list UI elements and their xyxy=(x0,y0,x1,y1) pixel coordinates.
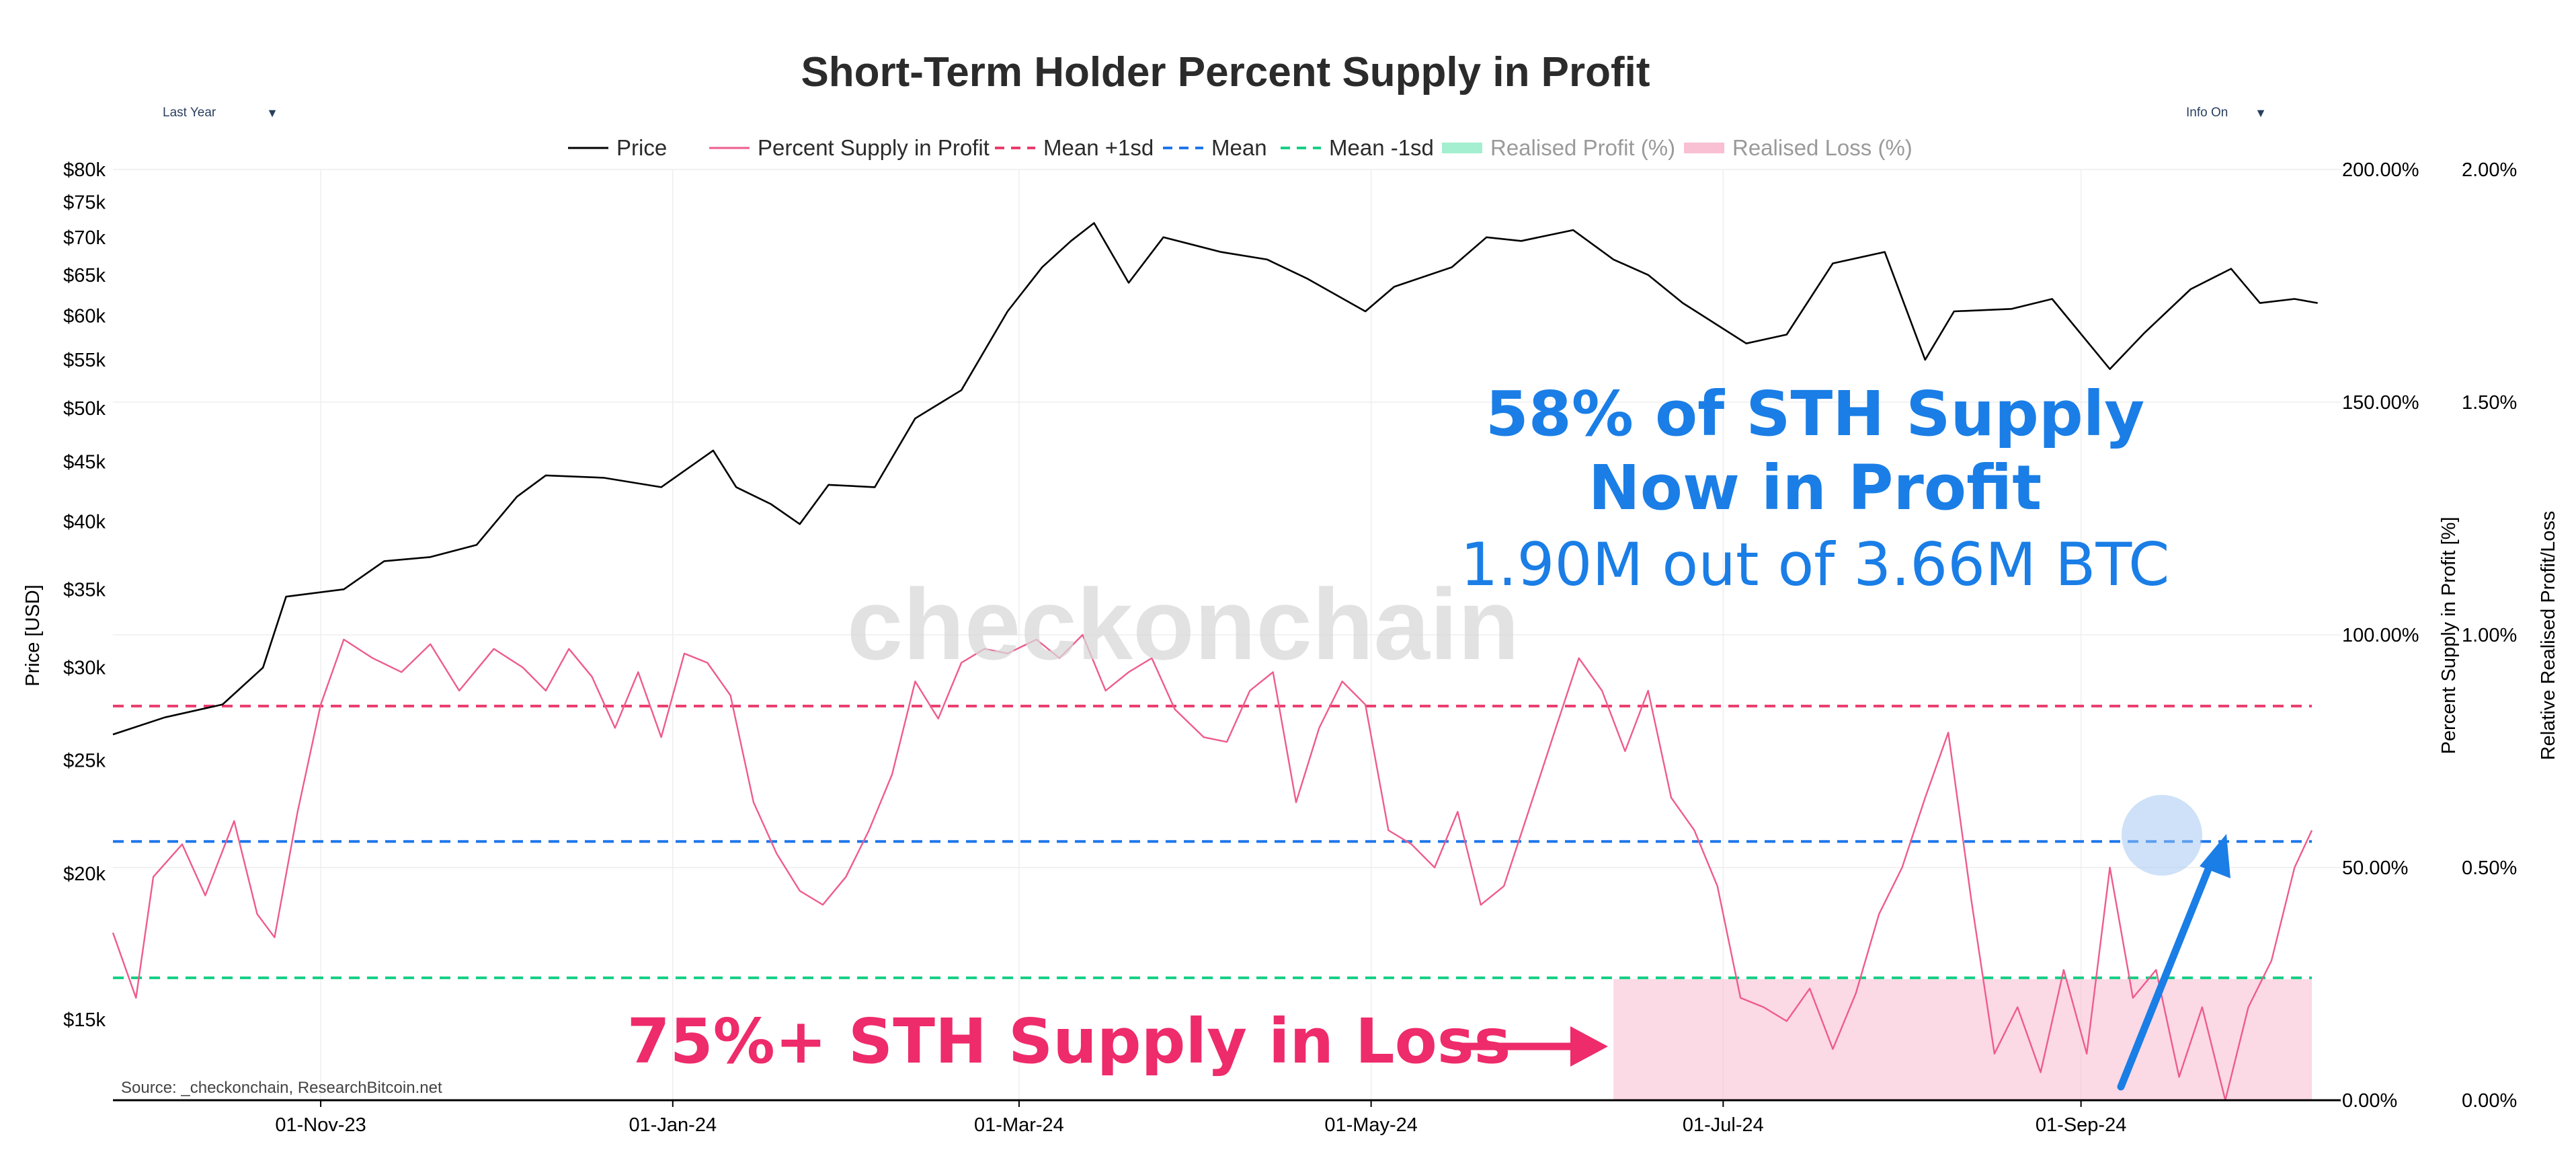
legend-item: Realised Profit (%) xyxy=(1442,135,1675,160)
x-tick-label: 01-Mar-24 xyxy=(974,1114,1064,1136)
chevron-down-icon: ▼ xyxy=(266,106,278,120)
y-left-tick-label: $65k xyxy=(63,265,106,286)
x-tick-label: 01-Jan-24 xyxy=(629,1114,717,1136)
y-right2-tick-label: 0.50% xyxy=(2462,857,2517,879)
range-dropdown-value: Last Year xyxy=(163,106,216,120)
series-line-percent-supply xyxy=(112,634,2313,1102)
y-axis-right-secondary: 0.00% 0.50% 1.00% 1.50% 2.00% Relative Realis… xyxy=(2462,159,2559,1112)
info-dropdown[interactable]: Info On ▼ xyxy=(2173,98,2280,128)
y-right-tick-label: 150.00% xyxy=(2342,392,2419,414)
y-left-tick-label: $70k xyxy=(63,227,106,249)
series-line-price xyxy=(112,222,2318,736)
reference-lines xyxy=(113,704,2312,980)
legend-item: Percent Supply in Profit xyxy=(709,135,990,160)
y-left-tick-label: $55k xyxy=(63,350,106,371)
legend-item: Mean +1sd xyxy=(995,135,1154,160)
legend-item: Mean xyxy=(1163,135,1267,160)
y-left-tick-label: $50k xyxy=(63,398,106,420)
legend-label: Mean +1sd xyxy=(1043,135,1154,160)
y-right-tick-label: 0.00% xyxy=(2342,1090,2397,1112)
y-right2-tick-label: 1.50% xyxy=(2462,392,2517,414)
loss-annotation: 75%+ STH Supply in Loss xyxy=(627,1005,1511,1077)
legend-label: Percent Supply in Profit xyxy=(758,135,990,160)
legend-item: Realised Loss (%) xyxy=(1684,135,1913,160)
x-tick-label: 01-Sep-24 xyxy=(2036,1114,2126,1136)
loss-arrow xyxy=(1451,1026,1608,1067)
y-right-tick-label: 100.00% xyxy=(2342,625,2419,646)
x-axis: 01-Nov-23 01-Jan-24 01-Mar-24 01-May-24 01-J… xyxy=(113,1099,2341,1136)
legend-label: Realised Profit (%) xyxy=(1490,135,1675,160)
y-left-tick-label: $40k xyxy=(63,511,106,533)
profit-annotation-line2: Now in Profit xyxy=(1588,452,2042,524)
info-dropdown-value: Info On xyxy=(2186,106,2228,120)
legend: Price Percent Supply in Profit Mean +1sd Me… xyxy=(568,135,1913,160)
y-right-tick-label: 200.00% xyxy=(2342,159,2419,181)
profit-annotation-line1: 58% of STH Supply xyxy=(1486,378,2145,450)
watermark: checkonchain xyxy=(847,568,1519,681)
y-right2-tick-label: 1.00% xyxy=(2462,625,2517,646)
legend-label: Mean xyxy=(1211,135,1267,160)
profit-annotation-line3: 1.90M out of 3.66M BTC xyxy=(1461,530,2170,599)
chevron-down-icon: ▼ xyxy=(2255,106,2267,120)
y-axis-left: $15k $20k $25k $30k $35k $40k $45k $50k $55k $60k… xyxy=(22,159,106,1031)
x-tick-label: 01-Jul-24 xyxy=(1683,1114,1764,1136)
range-dropdown[interactable]: Last Year ▼ xyxy=(149,98,292,128)
profit-arrow xyxy=(2117,834,2230,1091)
legend-label: Realised Loss (%) xyxy=(1732,135,1913,160)
y-left-tick-label: $75k xyxy=(63,192,106,214)
y-left-tick-label: $25k xyxy=(63,750,106,771)
legend-label: Mean -1sd xyxy=(1329,135,1434,160)
x-tick-label: 01-Nov-23 xyxy=(275,1114,366,1136)
y-left-axis-title: Price [USD] xyxy=(22,584,44,686)
y-right-axis-title: Percent Supply in Profit [%] xyxy=(2438,517,2460,755)
y-right-tick-label: 50.00% xyxy=(2342,857,2408,879)
y-left-tick-label: $60k xyxy=(63,305,106,327)
y-left-tick-label: $35k xyxy=(63,579,106,601)
legend-item: Price xyxy=(568,135,667,160)
chart-title: Short-Term Holder Percent Supply in Prof… xyxy=(801,49,1650,95)
y-left-tick-label: $20k xyxy=(63,864,106,885)
source-note: Source: _checkonchain, ResearchBitcoin.n… xyxy=(121,1079,442,1097)
highlight-circle xyxy=(2122,795,2202,876)
x-tick-label: 01-May-24 xyxy=(1324,1114,1418,1136)
loss-region xyxy=(1613,979,2312,1100)
y-left-tick-label: $15k xyxy=(63,1009,106,1031)
y-left-tick-label: $45k xyxy=(63,452,106,473)
legend-item: Mean -1sd xyxy=(1281,135,1434,160)
legend-label: Price xyxy=(616,135,667,160)
y-right2-tick-label: 2.00% xyxy=(2462,159,2517,181)
y-left-tick-label: $30k xyxy=(63,658,106,679)
y-right2-tick-label: 0.00% xyxy=(2462,1090,2517,1112)
y-right2-axis-title: Relative Realised Profit/Loss xyxy=(2538,511,2559,761)
y-left-tick-label: $80k xyxy=(63,159,106,181)
y-axis-right: 0.00% 50.00% 100.00% 150.00% 200.00% Percent … xyxy=(2342,159,2460,1112)
